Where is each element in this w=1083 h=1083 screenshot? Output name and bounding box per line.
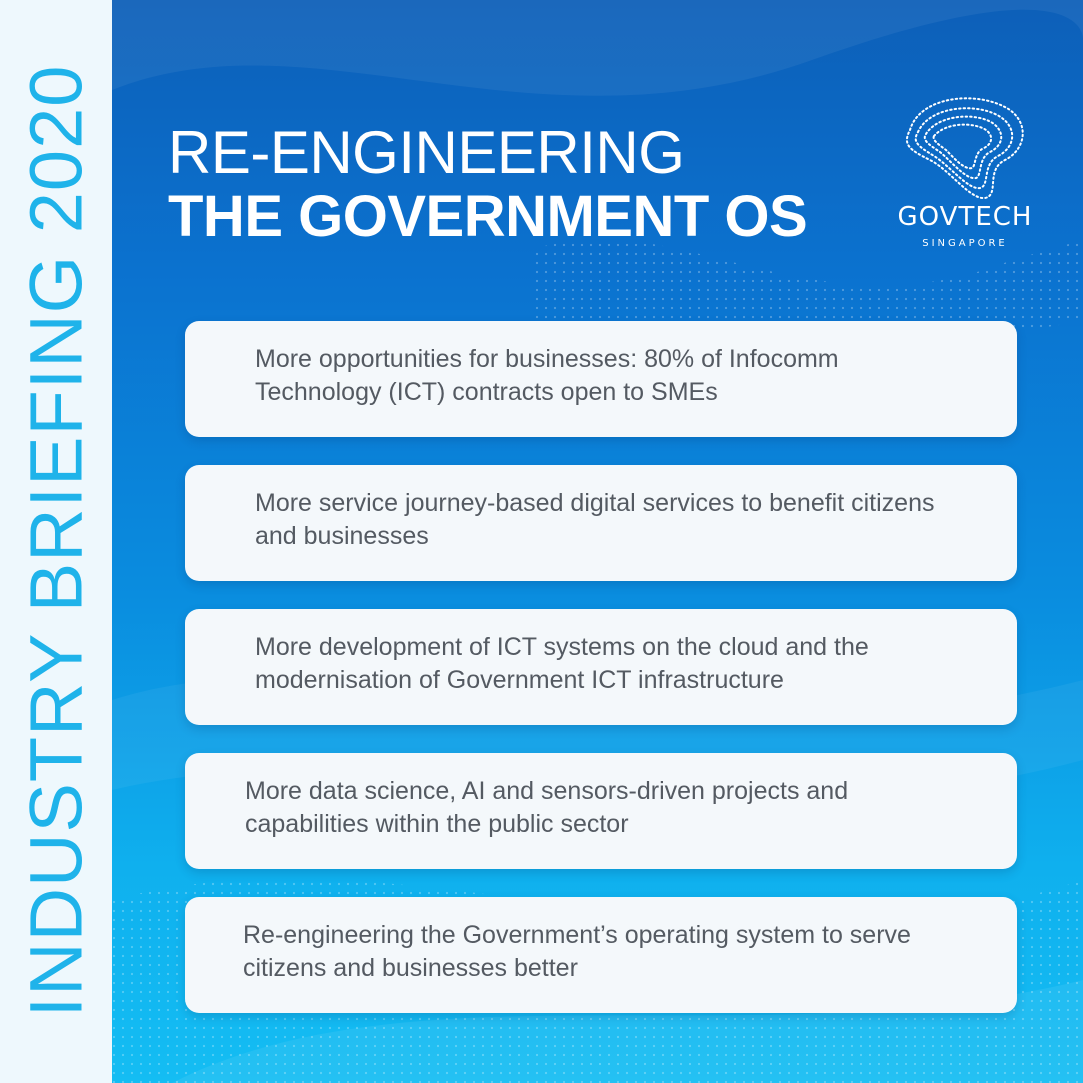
card-text: More service journey-based digital servi… [255, 489, 935, 550]
title-line-1: RE-ENGINEERING [168, 119, 685, 186]
card-text: More data science, AI and sensors-driven… [245, 777, 849, 838]
info-card-5: Re-engineering the Government’s operatin… [185, 897, 1017, 1013]
info-card-3: More development of ICT systems on the c… [185, 609, 1017, 725]
info-card-4: More data science, AI and sensors-driven… [185, 753, 1017, 869]
card-text: More opportunities for businesses: 80% o… [255, 345, 839, 406]
info-card-1: More opportunities for businesses: 80% o… [185, 321, 1017, 437]
govtech-logo: GOVTECH SINGAPORE [890, 90, 1050, 260]
card-text: Re-engineering the Government’s operatin… [243, 921, 911, 982]
sidebar-label: INDUSTRY BRIEFING 2020 [14, 64, 98, 1018]
card-text: More development of ICT systems on the c… [255, 633, 869, 694]
logo-subtitle: SINGAPORE [922, 238, 1008, 249]
title-line-2: THE GOVERNMENT OS [168, 184, 808, 249]
govtech-mark-icon [905, 97, 1024, 200]
logo-name: GOVTECH [897, 202, 1033, 232]
sidebar: INDUSTRY BRIEFING 2020 [0, 0, 112, 1083]
info-card-2: More service journey-based digital servi… [185, 465, 1017, 581]
